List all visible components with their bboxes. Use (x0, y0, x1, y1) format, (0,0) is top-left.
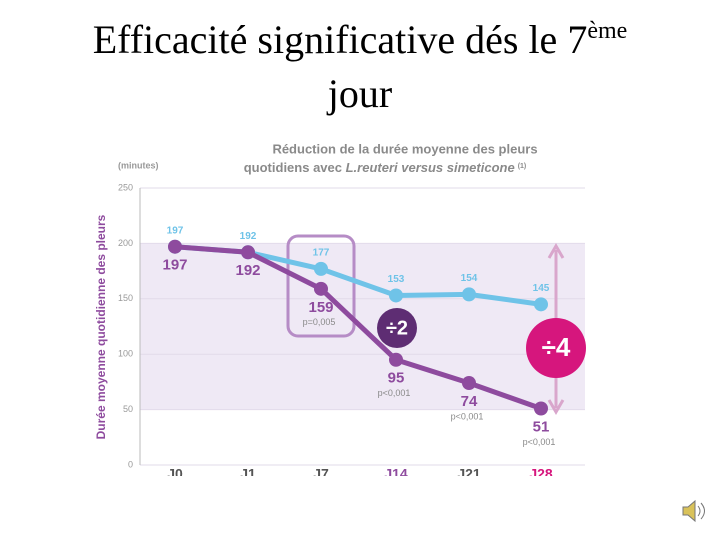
p-value: p<0,001 (451, 411, 484, 421)
y-tick-label: 0 (128, 459, 133, 469)
point (314, 261, 328, 276)
x-tick-label: J21 (457, 466, 481, 482)
title-part: quotidiens avec (244, 160, 346, 175)
y-axis-label: Durée moyenne quotidienne des pleurs (94, 214, 108, 439)
title-superscript: ème (587, 18, 627, 44)
value-label: 177 (313, 248, 330, 259)
value-label: 51 (533, 418, 550, 435)
title-note: (1) (518, 163, 527, 170)
chart-title-line2: quotidiens avec L.reuteri versus simetic… (244, 160, 527, 175)
point (314, 281, 328, 296)
series-line (174, 244, 542, 411)
badge (377, 308, 417, 348)
point (389, 288, 403, 303)
p-value: p<0,001 (523, 437, 556, 447)
value-label: 192 (240, 231, 257, 242)
badge-label: ÷4 (542, 332, 571, 362)
point (241, 245, 255, 260)
chart: Réduction de la durée moyenne des pleurs… (80, 130, 590, 482)
value-label: 192 (235, 262, 260, 279)
title-main: Efficacité significative dés le 7 (93, 17, 588, 62)
x-tick-label: J14 (384, 466, 408, 482)
point (462, 287, 476, 302)
badge-label: ÷2 (386, 317, 408, 339)
value-label: 197 (167, 225, 184, 236)
x-tick-label: J7 (313, 466, 329, 482)
arrow-head (547, 243, 565, 259)
value-label: 159 (308, 299, 333, 316)
y-tick-label: 150 (118, 293, 133, 303)
speaker-icon[interactable] (682, 499, 705, 523)
value-label: 197 (162, 257, 187, 274)
y-tick-label: 100 (118, 349, 133, 359)
point (534, 297, 548, 312)
point (462, 376, 476, 391)
value-label: 145 (533, 283, 550, 294)
point (168, 239, 182, 254)
title-italic: L.reuteri versus simeticone (346, 160, 515, 175)
value-label: 95 (388, 370, 405, 387)
slide-title: Efficacité significative dés le 7ème (93, 17, 628, 62)
value-label: 74 (461, 393, 478, 410)
arrow-head (547, 399, 565, 415)
chart-title: Réduction de la durée moyenne des pleurs (272, 141, 537, 156)
p-value: p=0,005 (303, 317, 336, 327)
point (389, 352, 403, 367)
x-tick-label: J1 (240, 466, 256, 482)
value-label: 153 (388, 274, 405, 285)
y-tick-label: 200 (118, 238, 133, 248)
x-tick-label: J28 (529, 466, 553, 482)
slide-title-line2: jour (326, 71, 392, 116)
p-value: p<0,001 (378, 388, 411, 398)
y-unit: (minutes) (118, 160, 159, 170)
value-label: 154 (461, 273, 478, 284)
badge (526, 318, 586, 378)
y-tick-label: 250 (118, 182, 133, 192)
highlight-box (286, 234, 356, 338)
x-tick-label: J0 (167, 466, 183, 482)
point (534, 401, 548, 416)
y-tick-label: 50 (123, 404, 133, 414)
